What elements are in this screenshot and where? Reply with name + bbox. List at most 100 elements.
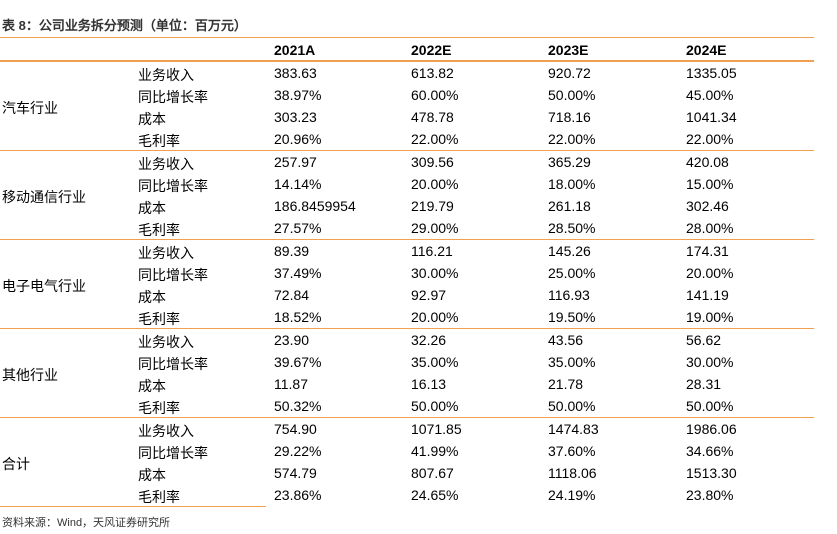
table-row: 毛利率 23.86% 24.65% 24.19% 23.80% <box>0 484 814 506</box>
row-label: 成本 <box>138 111 166 127</box>
table-cell: 28.31 <box>686 376 722 392</box>
table-cell: 43.56 <box>548 332 584 348</box>
column-header-2021: 2021A <box>274 42 316 58</box>
table-cell: 1513.30 <box>686 465 737 481</box>
row-label: 同比增长率 <box>138 89 208 105</box>
row-label: 业务收入 <box>138 423 194 439</box>
table-cell: 1118.06 <box>548 465 597 481</box>
table-row: 成本 186.8459954 219.79 261.18 302.46 <box>0 195 814 217</box>
table-cell: 14.14% <box>274 176 322 192</box>
table-cell: 174.31 <box>686 243 729 259</box>
table-cell: 257.97 <box>274 154 317 170</box>
group-name: 电子电气行业 <box>2 278 86 294</box>
table-cell: 20.00% <box>411 309 459 325</box>
table-cell: 22.00% <box>411 131 459 147</box>
table-cell: 29.00% <box>411 220 459 236</box>
row-label: 业务收入 <box>138 156 194 172</box>
table-cell: 20.96% <box>274 131 322 147</box>
table-cell: 50.00% <box>686 398 734 414</box>
group-divider <box>0 150 814 151</box>
source-note: 资料来源：Wind，天风证券研究所 <box>2 517 171 529</box>
table-cell: 30.00% <box>686 354 734 370</box>
table-cell: 303.23 <box>274 109 317 125</box>
row-label: 成本 <box>138 289 166 305</box>
table-cell: 92.97 <box>411 287 447 303</box>
row-group: 其他行业 业务收入 23.90 32.26 43.56 56.62 同比增长率 39.67% 3… <box>0 329 814 418</box>
table-cell: 19.00% <box>686 309 734 325</box>
table-cell: 27.57% <box>274 220 322 236</box>
row-label: 同比增长率 <box>138 267 208 283</box>
row-label: 成本 <box>138 467 166 483</box>
group-divider <box>0 239 814 240</box>
table-cell: 60.00% <box>411 87 459 103</box>
table-cell: 1335.05 <box>686 65 737 81</box>
table-cell: 383.63 <box>274 65 317 81</box>
table-title: 表 8：公司业务拆分预测（单位：百万元） <box>2 18 247 33</box>
table-cell: 22.00% <box>548 131 596 147</box>
table-cell: 478.78 <box>411 109 454 125</box>
table-cell: 574.79 <box>274 465 317 481</box>
table-cell: 35.00% <box>548 354 596 370</box>
table-cell: 50.00% <box>548 398 596 414</box>
table-cell: 28.50% <box>548 220 596 236</box>
row-label: 业务收入 <box>138 67 194 83</box>
table-row: 业务收入 754.90 1071.85 1474.83 1986.06 <box>0 418 814 440</box>
table-cell: 302.46 <box>686 198 729 214</box>
table-cell: 365.29 <box>548 154 591 170</box>
table-cell: 37.49% <box>274 265 322 281</box>
table-cell: 89.39 <box>274 243 310 259</box>
table-cell: 24.19% <box>548 487 596 503</box>
table-cell: 1071.85 <box>411 421 462 437</box>
table-row: 成本 574.79 807.67 1118.06 1513.30 <box>0 462 814 484</box>
table-cell: 18.00% <box>548 176 596 192</box>
row-label: 同比增长率 <box>138 178 208 194</box>
row-label: 毛利率 <box>138 400 180 416</box>
group-name: 合计 <box>2 456 30 472</box>
table-row: 成本 72.84 92.97 116.93 141.19 <box>0 284 814 306</box>
table-row: 业务收入 89.39 116.21 145.26 174.31 <box>0 240 814 262</box>
group-divider <box>0 328 814 329</box>
table-cell: 18.52% <box>274 309 322 325</box>
table-row: 同比增长率 38.97% 60.00% 50.00% 45.00% <box>0 84 814 106</box>
table-cell: 20.00% <box>411 176 459 192</box>
table-cell: 50.00% <box>411 398 459 414</box>
table-cell: 45.00% <box>686 87 734 103</box>
row-label: 毛利率 <box>138 311 180 327</box>
table-cell: 23.90 <box>274 332 310 348</box>
table-cell: 37.60% <box>548 443 596 459</box>
table-row: 成本 303.23 478.78 718.16 1041.34 <box>0 106 814 128</box>
row-label: 同比增长率 <box>138 445 208 461</box>
table-row: 毛利率 27.57% 29.00% 28.50% 28.00% <box>0 217 814 239</box>
group-name: 移动通信行业 <box>2 189 86 205</box>
table-cell: 718.16 <box>548 109 591 125</box>
header-top-rule <box>0 37 814 38</box>
column-header-2023: 2023E <box>548 42 589 58</box>
table-cell: 50.00% <box>548 87 596 103</box>
footer-rule <box>0 506 266 507</box>
table-cell: 28.00% <box>686 220 734 236</box>
table-row: 毛利率 20.96% 22.00% 22.00% 22.00% <box>0 128 814 150</box>
table-cell: 145.26 <box>548 243 591 259</box>
table-cell: 23.86% <box>274 487 322 503</box>
table-cell: 39.67% <box>274 354 322 370</box>
table-cell: 261.18 <box>548 198 591 214</box>
table-row: 业务收入 383.63 613.82 920.72 1335.05 <box>0 62 814 84</box>
table-cell: 219.79 <box>411 198 454 214</box>
table-cell: 920.72 <box>548 65 591 81</box>
table-row: 业务收入 23.90 32.26 43.56 56.62 <box>0 329 814 351</box>
table-cell: 16.13 <box>411 376 447 392</box>
table-row: 同比增长率 39.67% 35.00% 35.00% 30.00% <box>0 351 814 373</box>
column-header-2024: 2024E <box>686 42 727 58</box>
table-header: 2021A 2022E 2023E 2024E <box>0 38 814 60</box>
table-cell: 1986.06 <box>686 421 737 437</box>
table-cell: 29.22% <box>274 443 322 459</box>
row-group: 移动通信行业 业务收入 257.97 309.56 365.29 420.08 同比增长率 1… <box>0 151 814 240</box>
table-cell: 141.19 <box>686 287 729 303</box>
table-cell: 72.84 <box>274 287 310 303</box>
table-cell: 22.00% <box>686 131 734 147</box>
row-label: 成本 <box>138 378 166 394</box>
row-label: 毛利率 <box>138 133 180 149</box>
table-cell: 32.26 <box>411 332 447 348</box>
row-group: 合计 业务收入 754.90 1071.85 1474.83 1986.06 同比增长率 29… <box>0 418 814 507</box>
table-cell: 38.97% <box>274 87 322 103</box>
